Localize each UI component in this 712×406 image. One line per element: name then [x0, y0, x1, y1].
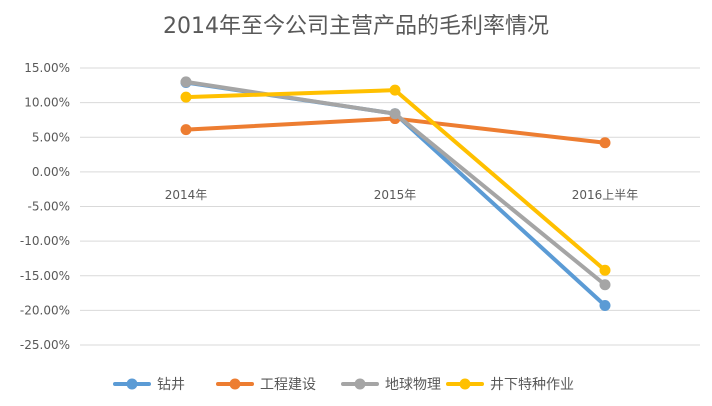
legend-swatch-marker — [459, 378, 471, 390]
y-tick-label: 0.00% — [32, 165, 70, 179]
data-point — [599, 300, 611, 312]
x-tick-label: 2015年 — [374, 188, 417, 202]
data-point — [599, 137, 611, 149]
chart-title: 2014年至今公司主营产品的毛利率情况 — [163, 14, 549, 39]
data-point — [180, 76, 192, 88]
data-point — [599, 264, 611, 276]
y-tick-label: 10.00% — [24, 96, 70, 110]
data-point — [599, 279, 611, 291]
data-point — [389, 84, 401, 96]
series-2 — [180, 76, 611, 291]
x-tick-label: 2014年 — [165, 188, 208, 202]
y-tick-label: -5.00% — [28, 200, 70, 214]
y-tick-label: -10.00% — [20, 234, 70, 248]
legend-item: 工程建设 — [216, 377, 316, 393]
legend-item: 钻井 — [113, 377, 185, 393]
legend-label: 井下特种作业 — [490, 377, 574, 393]
series-3 — [180, 84, 611, 276]
gridlines — [80, 67, 700, 346]
y-axis-ticks: 15.00% 10.00% 5.00% 0.00% -5.00% -10.00% -15.0… — [20, 61, 70, 352]
legend-swatch-marker — [126, 378, 138, 390]
legend-swatch-marker — [229, 378, 241, 390]
y-tick-label: 5.00% — [32, 130, 70, 144]
y-tick-label: 15.00% — [24, 61, 70, 75]
legend-label: 钻井 — [157, 377, 185, 393]
y-tick-label: -15.00% — [20, 269, 70, 283]
legend-label: 工程建设 — [260, 377, 316, 393]
data-point — [180, 124, 192, 136]
x-tick-label: 2016上半年 — [572, 188, 639, 202]
legend-swatch-marker — [354, 378, 366, 390]
series-lines — [180, 76, 611, 312]
data-point — [389, 108, 401, 120]
legend-item: 地球物理 — [341, 377, 441, 393]
data-point — [180, 91, 192, 103]
y-tick-label: -20.00% — [20, 303, 70, 317]
legend-label: 地球物理 — [385, 377, 441, 393]
y-tick-label: -25.00% — [20, 338, 70, 352]
x-axis-ticks: 2014年 2015年 2016上半年 — [165, 188, 639, 202]
legend: 钻井 工程建设 地球物理 井下特种作业 — [113, 377, 574, 393]
legend-item: 井下特种作业 — [446, 377, 574, 393]
